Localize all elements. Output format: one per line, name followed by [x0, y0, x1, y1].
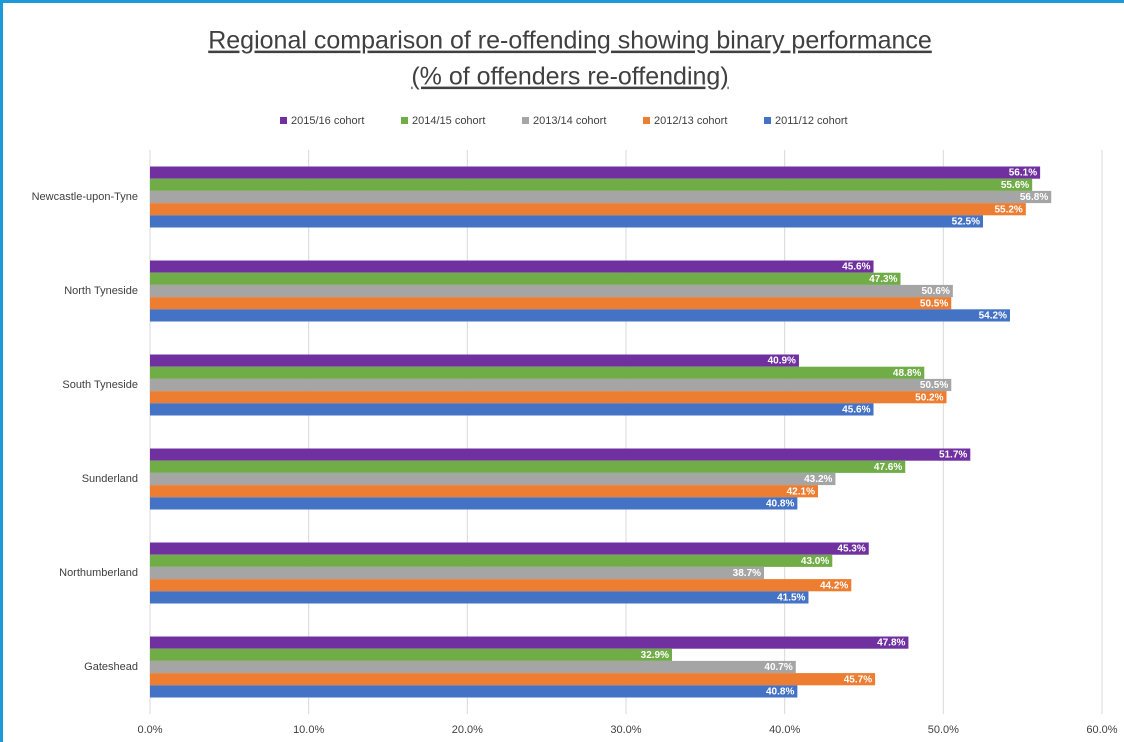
- x-tick-label: 30.0%: [610, 724, 641, 736]
- bar: [150, 648, 673, 661]
- bar: [150, 215, 983, 228]
- value-label: 32.9%: [641, 650, 669, 661]
- x-tick-label: 40.0%: [769, 724, 800, 736]
- value-label: 55.6%: [1001, 180, 1029, 191]
- bar: [150, 497, 798, 510]
- value-label: 40.8%: [766, 499, 794, 510]
- value-label: 54.2%: [979, 311, 1007, 322]
- bar: [150, 460, 906, 473]
- legend-label: 2015/16 cohort: [291, 115, 364, 127]
- x-tick-label: 10.0%: [293, 724, 324, 736]
- bar: [150, 272, 901, 285]
- legend-label: 2013/14 cohort: [533, 115, 606, 127]
- bar: [150, 636, 909, 649]
- value-label: 47.3%: [869, 274, 897, 285]
- bar: [150, 403, 874, 416]
- value-label: 56.1%: [1009, 168, 1037, 179]
- value-label: 45.7%: [844, 674, 872, 685]
- bar: [150, 354, 799, 367]
- legend-swatch: [401, 117, 408, 124]
- value-label: 43.0%: [801, 556, 829, 567]
- bar: [150, 391, 947, 404]
- x-tick-label: 20.0%: [452, 724, 483, 736]
- bar: [150, 378, 952, 392]
- y-tick-label: Newcastle-upon-Tyne: [32, 191, 138, 203]
- value-label: 51.7%: [939, 450, 967, 461]
- legend-swatch: [280, 117, 287, 124]
- value-label: 47.6%: [874, 462, 902, 473]
- value-label: 52.5%: [952, 217, 980, 228]
- x-tick-label: 0.0%: [137, 724, 162, 736]
- y-tick-label: North Tyneside: [64, 285, 138, 297]
- bar: [150, 366, 925, 379]
- chart-title: (% of offenders re-offending): [411, 63, 728, 91]
- bar: [150, 309, 1010, 322]
- bar: [150, 566, 765, 580]
- chart-title: Regional comparison of re-offending show…: [208, 27, 932, 55]
- legend-swatch: [643, 117, 650, 124]
- bar: [150, 542, 869, 555]
- bar: [150, 485, 818, 498]
- value-label: 50.2%: [915, 392, 943, 403]
- y-tick-label: Gateshead: [84, 661, 138, 673]
- bar: [150, 660, 796, 674]
- bar: [150, 685, 798, 698]
- value-label: 50.5%: [920, 380, 948, 391]
- y-tick-label: South Tyneside: [62, 379, 138, 391]
- bar: [150, 579, 852, 592]
- x-tick-label: 60.0%: [1086, 724, 1117, 736]
- bar: [150, 554, 833, 567]
- value-label: 47.8%: [877, 638, 905, 649]
- bar: [150, 284, 953, 298]
- value-label: 48.8%: [893, 368, 921, 379]
- value-label: 38.7%: [733, 568, 761, 579]
- bar: [150, 178, 1033, 191]
- value-label: 44.2%: [820, 580, 848, 591]
- bar: [150, 673, 876, 686]
- value-label: 41.5%: [777, 593, 805, 604]
- bar: [150, 190, 1052, 204]
- value-label: 56.8%: [1020, 192, 1048, 203]
- value-label: 50.6%: [921, 286, 949, 297]
- legend-label: 2011/12 cohort: [775, 115, 848, 127]
- y-tick-label: Northumberland: [59, 567, 138, 579]
- value-label: 50.5%: [920, 298, 948, 309]
- legend-swatch: [522, 117, 529, 124]
- value-label: 40.7%: [764, 662, 792, 673]
- bar: [150, 260, 874, 273]
- legend-label: 2012/13 cohort: [654, 115, 727, 127]
- y-tick-label: Sunderland: [82, 473, 138, 485]
- legend-swatch: [764, 117, 771, 124]
- value-label: 40.9%: [768, 356, 796, 367]
- value-label: 45.3%: [837, 544, 865, 555]
- value-label: 43.2%: [804, 474, 832, 485]
- value-label: 45.6%: [842, 405, 870, 416]
- value-label: 42.1%: [787, 486, 815, 497]
- bar: [150, 448, 971, 461]
- x-tick-label: 50.0%: [928, 724, 959, 736]
- bar: [150, 203, 1026, 216]
- value-label: 45.6%: [842, 262, 870, 273]
- bar: [150, 472, 836, 486]
- value-label: 40.8%: [766, 687, 794, 698]
- legend-label: 2014/15 cohort: [412, 115, 485, 127]
- value-label: 55.2%: [994, 204, 1022, 215]
- bar: [150, 591, 809, 604]
- bar: [150, 166, 1041, 179]
- bar: [150, 297, 952, 310]
